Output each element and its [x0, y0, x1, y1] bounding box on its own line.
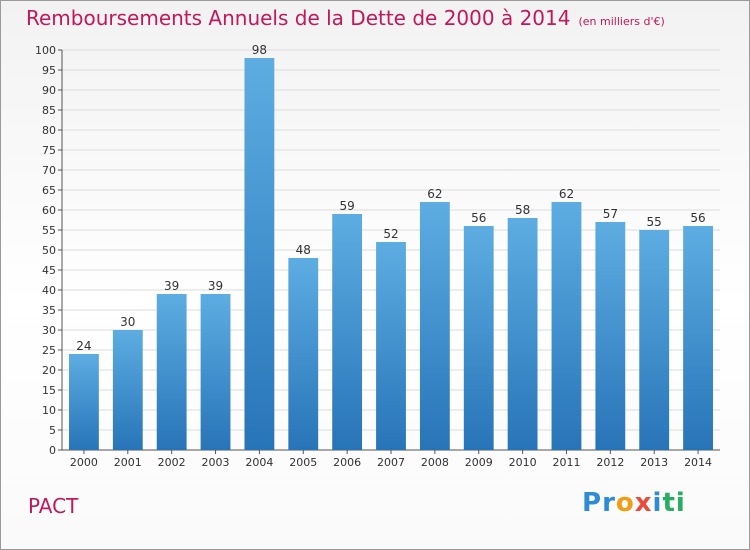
bar-2004 — [244, 58, 275, 450]
y-tick-label: 70 — [42, 164, 56, 177]
bar-2001 — [112, 330, 143, 450]
chart-title: Remboursements Annuels de la Dette de 20… — [26, 6, 665, 30]
data-label-2003: 39 — [208, 279, 223, 293]
y-tick-label: 60 — [42, 204, 56, 217]
x-tick-label-2001: 2001 — [114, 456, 142, 469]
bar-2012 — [595, 222, 626, 450]
x-tick-label-2008: 2008 — [421, 456, 449, 469]
y-tick-label: 5 — [49, 424, 56, 437]
data-label-2002: 39 — [164, 279, 179, 293]
data-label-2001: 30 — [120, 315, 135, 329]
bar-2013 — [639, 230, 670, 450]
y-tick-label: 45 — [42, 264, 56, 277]
proxiti-logo: Proxiti — [582, 488, 686, 518]
y-tick-label: 30 — [42, 324, 56, 337]
bar-2006 — [332, 214, 363, 450]
labels: 0 5 10 15 20 25 30 35 40 45 50 55 60 65 70 75 80 85 90 95 10… — [35, 43, 712, 469]
x-tick-label-2004: 2004 — [245, 456, 273, 469]
y-tick-label: 15 — [42, 384, 56, 397]
x-tick-label-2006: 2006 — [333, 456, 361, 469]
data-label-2013: 55 — [647, 215, 662, 229]
chart-unit-label: (en milliers d'€) — [578, 15, 665, 28]
data-label-2006: 59 — [339, 199, 354, 213]
y-tick-label: 100 — [35, 44, 56, 57]
x-tick-label-2010: 2010 — [509, 456, 537, 469]
bar-2005 — [288, 258, 319, 450]
y-tick-label: 50 — [42, 244, 56, 257]
x-tick-label-2013: 2013 — [640, 456, 668, 469]
y-tick-label: 85 — [42, 104, 56, 117]
data-label-2012: 57 — [603, 207, 618, 221]
y-tick-label: 75 — [42, 144, 56, 157]
logo-letter: i — [652, 488, 663, 518]
y-tick-label: 55 — [42, 224, 56, 237]
y-tick-label: 40 — [42, 284, 56, 297]
y-tick-label: 90 — [42, 84, 56, 97]
data-label-2000: 24 — [76, 339, 91, 353]
data-label-2008: 62 — [427, 187, 442, 201]
x-tick-label-2012: 2012 — [596, 456, 624, 469]
logo-letter: t — [662, 488, 676, 518]
y-tick-label: 65 — [42, 184, 56, 197]
logo-letter: x — [634, 488, 653, 518]
x-tick-label-2014: 2014 — [684, 456, 712, 469]
bar-2010 — [507, 218, 538, 450]
bar-2009 — [463, 226, 494, 450]
logo-letter: P — [582, 488, 603, 518]
x-tick-label-2007: 2007 — [377, 456, 405, 469]
bars — [69, 58, 713, 450]
chart-title-text: Remboursements Annuels de la Dette de 20… — [26, 6, 571, 30]
y-tick-label: 35 — [42, 304, 56, 317]
x-tick-label-2005: 2005 — [289, 456, 317, 469]
y-tick-label: 25 — [42, 344, 56, 357]
y-tick-label: 0 — [49, 444, 56, 457]
data-label-2014: 56 — [690, 211, 705, 225]
x-tick-label-2003: 2003 — [202, 456, 230, 469]
data-label-2010: 58 — [515, 203, 530, 217]
bar-2014 — [683, 226, 713, 450]
data-label-2004: 98 — [252, 43, 267, 57]
data-label-2007: 52 — [383, 227, 398, 241]
x-tick-label-2000: 2000 — [70, 456, 98, 469]
y-tick-label: 80 — [42, 124, 56, 137]
bar-2000 — [69, 354, 99, 450]
bar-2007 — [376, 242, 406, 450]
commune-name: PACT — [28, 494, 79, 518]
logo-letter: r — [602, 488, 616, 518]
y-tick-label: 10 — [42, 404, 56, 417]
x-tick-label-2009: 2009 — [465, 456, 493, 469]
logo-letter: o — [615, 488, 635, 518]
data-label-2005: 48 — [296, 243, 311, 257]
x-tick-label-2002: 2002 — [158, 456, 186, 469]
logo-letter: i — [675, 488, 686, 518]
data-label-2011: 62 — [559, 187, 574, 201]
bar-2008 — [419, 202, 450, 450]
bar-2011 — [551, 202, 582, 450]
bar-2003 — [200, 294, 231, 450]
bar-2002 — [156, 294, 187, 450]
data-label-2009: 56 — [471, 211, 486, 225]
y-tick-label: 20 — [42, 364, 56, 377]
y-tick-label: 95 — [42, 64, 56, 77]
x-tick-label-2011: 2011 — [552, 456, 580, 469]
